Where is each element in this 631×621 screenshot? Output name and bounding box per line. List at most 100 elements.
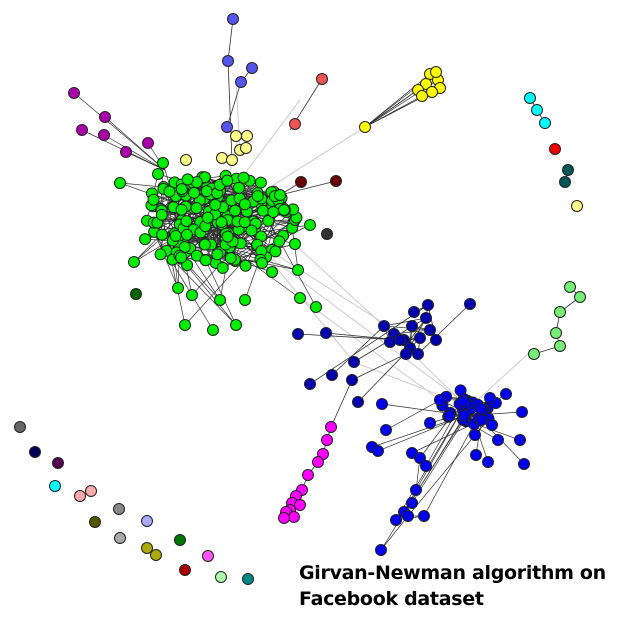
cyan-node [524, 92, 536, 104]
green-node [198, 238, 211, 251]
green-node [267, 206, 280, 219]
green-node [232, 181, 245, 194]
blue-node [443, 409, 456, 422]
green-node [304, 219, 316, 231]
edge [351, 353, 407, 381]
blue-node [486, 419, 498, 431]
blue-node [518, 458, 530, 470]
isolated-node [179, 564, 191, 576]
dark-blue-node [430, 334, 442, 346]
blue-node [516, 406, 528, 418]
dark-blue-node [406, 320, 418, 332]
isolated-node [14, 421, 26, 433]
green-node [229, 204, 242, 217]
edge [353, 361, 471, 408]
dark-blue-node [422, 299, 434, 311]
blue-node [482, 456, 494, 468]
light-yellow-node [216, 152, 228, 164]
magenta-node [321, 434, 333, 446]
green-node [256, 257, 268, 269]
dark-blue-node [414, 332, 426, 344]
green-node [216, 261, 229, 274]
blue-node [375, 544, 387, 556]
green-node [169, 229, 182, 242]
green-node [214, 294, 226, 306]
green-node [237, 171, 250, 184]
green-node [239, 294, 251, 306]
green-node [209, 198, 222, 211]
blue-node [376, 398, 388, 410]
blue-node [372, 445, 384, 457]
cyan-node [539, 117, 551, 129]
light-green-node [550, 327, 562, 339]
green-node [238, 216, 251, 229]
dark-blue-node [326, 369, 338, 381]
edge [297, 333, 401, 341]
dark-blue-node [352, 396, 364, 408]
edge [172, 259, 237, 326]
light-yellow-node [226, 154, 238, 166]
edge [125, 151, 166, 171]
green-node [139, 233, 152, 246]
isolated-node [215, 571, 227, 583]
blue-node [458, 409, 471, 422]
light-green-node [554, 306, 566, 318]
blue-node [390, 514, 402, 526]
green-node [292, 264, 304, 276]
green-node [178, 240, 191, 253]
caption-line-2: Facebook dataset [299, 588, 484, 610]
isolated-node [49, 480, 61, 492]
blue-node [420, 460, 432, 472]
blue-node [454, 384, 467, 397]
dark-blue-node [384, 336, 396, 348]
edge [73, 92, 166, 171]
green-node [172, 282, 184, 294]
edge [417, 303, 471, 355]
green-node [175, 183, 188, 196]
blue-node [402, 510, 414, 522]
magenta-node [294, 499, 306, 511]
cyan-node [531, 104, 543, 116]
salmon-node [289, 118, 301, 130]
green-node [180, 228, 193, 241]
graph-caption: Girvan-Newman algorithm on Facebook data… [299, 560, 619, 612]
periwinkle-node [221, 121, 233, 133]
edge [104, 116, 166, 171]
green-node [128, 256, 140, 268]
purple-node [142, 137, 154, 149]
yellow-node [426, 86, 438, 98]
green-node [294, 292, 306, 304]
blue-node [457, 395, 470, 408]
magenta-node [302, 469, 314, 481]
green-node [211, 248, 224, 261]
dark-blue-node [464, 298, 476, 310]
green-node [157, 157, 169, 169]
green-node [238, 198, 251, 211]
edge [227, 18, 234, 62]
purple-node [68, 87, 80, 99]
edge [262, 210, 317, 308]
periwinkle-node [235, 76, 247, 88]
light-yellow-node [571, 200, 583, 212]
green-node [215, 216, 228, 229]
green-node [147, 193, 160, 206]
dark-blue-node [400, 348, 412, 360]
teal-node [562, 164, 574, 176]
isolated-node [150, 549, 162, 561]
edge [279, 180, 337, 196]
isolated-node [52, 457, 64, 469]
blue-node [424, 417, 436, 429]
isolated-node [114, 532, 126, 544]
dark-blue-node [424, 324, 436, 336]
green-node [200, 185, 213, 198]
dark-red-node [295, 176, 307, 188]
salmon-node [316, 73, 328, 85]
edge [259, 249, 471, 408]
isolated-node [141, 542, 153, 554]
dark-blue-node [292, 328, 304, 340]
magenta-node [312, 456, 324, 468]
yellow-node [416, 90, 428, 102]
dark-blue-node [378, 320, 390, 332]
edge [178, 235, 299, 271]
